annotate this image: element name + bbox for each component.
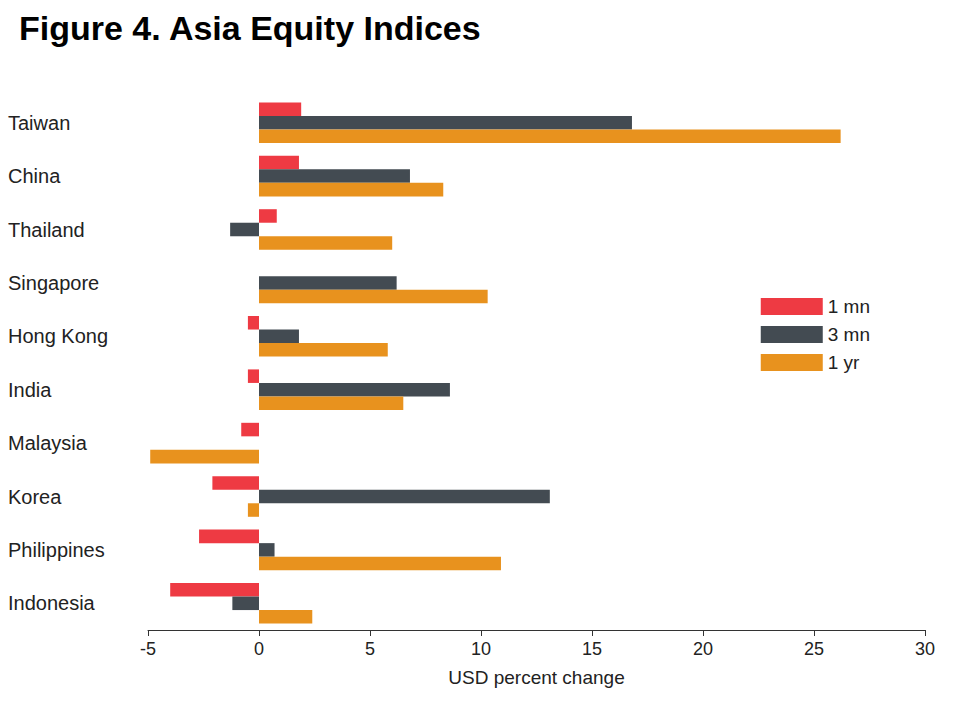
svg-text:Figure 4. Asia Equity Indices: Figure 4. Asia Equity Indices (19, 9, 481, 47)
svg-text:Taiwan: Taiwan (8, 112, 70, 134)
svg-text:3 mn: 3 mn (828, 324, 870, 345)
svg-text:10: 10 (471, 639, 491, 659)
svg-text:Singapore: Singapore (8, 272, 99, 294)
svg-text:Malaysia: Malaysia (8, 432, 88, 454)
svg-text:USD percent change: USD percent change (448, 667, 624, 688)
svg-text:-5: -5 (140, 639, 156, 659)
svg-text:Thailand: Thailand (8, 219, 85, 241)
svg-text:1 mn: 1 mn (828, 296, 870, 317)
svg-text:15: 15 (582, 639, 602, 659)
svg-text:1 yr: 1 yr (828, 352, 860, 373)
svg-text:30: 30 (915, 639, 935, 659)
svg-text:0: 0 (254, 639, 264, 659)
svg-text:5: 5 (365, 639, 375, 659)
svg-text:Philippines: Philippines (8, 539, 105, 561)
svg-text:25: 25 (804, 639, 824, 659)
svg-text:Hong Kong: Hong Kong (8, 325, 108, 347)
svg-text:China: China (8, 165, 61, 187)
svg-text:20: 20 (693, 639, 713, 659)
svg-text:India: India (8, 379, 52, 401)
svg-text:Indonesia: Indonesia (8, 592, 96, 614)
svg-text:Korea: Korea (8, 486, 62, 508)
